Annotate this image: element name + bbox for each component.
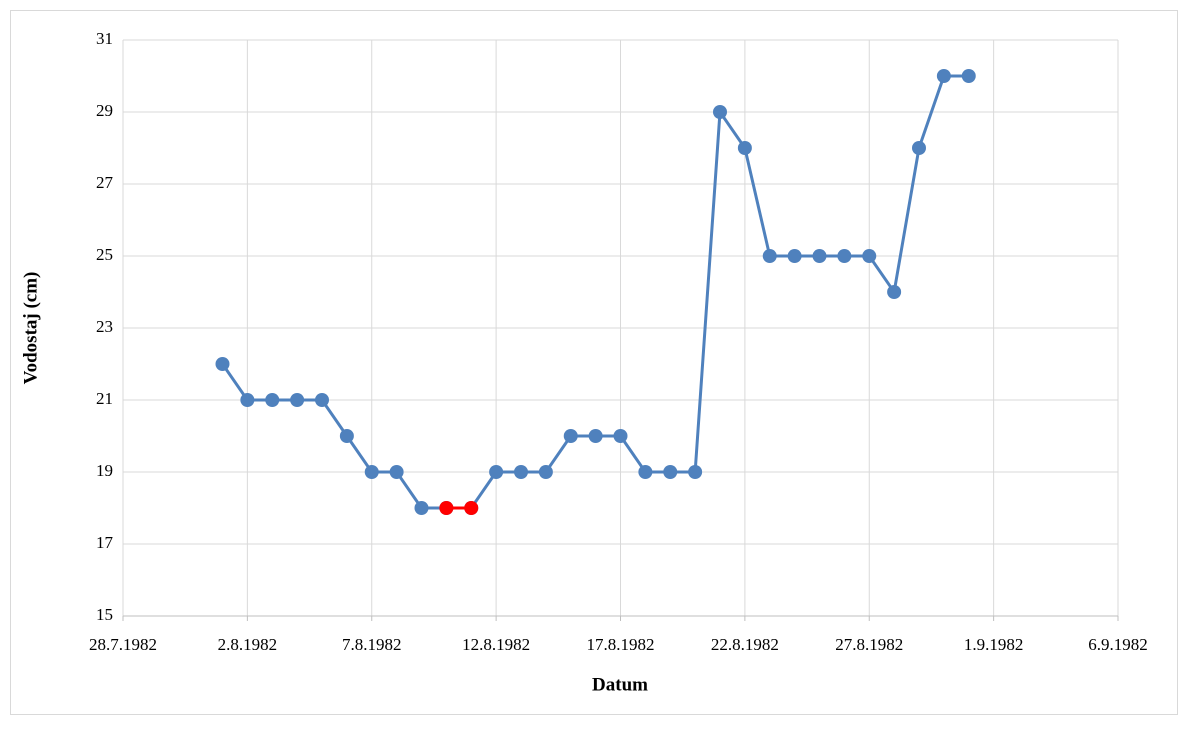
y-tick-label: 21 — [96, 389, 113, 408]
data-point — [414, 501, 429, 515]
data-point — [912, 141, 926, 155]
data-point — [737, 141, 752, 155]
data-point — [762, 249, 777, 263]
x-tick-label: 17.8.1982 — [587, 635, 655, 654]
data-point — [663, 465, 678, 479]
data-point — [240, 393, 255, 407]
data-point — [713, 105, 727, 119]
data-point — [514, 465, 528, 479]
y-tick-label: 31 — [96, 29, 113, 48]
data-point — [389, 465, 404, 479]
x-tick-label: 2.8.1982 — [218, 635, 278, 654]
x-tick-label: 6.9.1982 — [1088, 635, 1148, 654]
data-point — [936, 69, 951, 83]
data-point — [812, 249, 827, 263]
data-point — [862, 249, 877, 263]
x-tick-label: 1.9.1982 — [964, 635, 1024, 654]
data-point — [315, 393, 329, 407]
data-point — [464, 501, 479, 515]
y-tick-label: 19 — [96, 461, 113, 480]
data-point — [339, 429, 354, 443]
x-tick-label: 7.8.1982 — [342, 635, 402, 654]
x-tick-label: 22.8.1982 — [711, 635, 779, 654]
x-axis-title: Datum — [592, 674, 648, 695]
x-tick-label: 12.8.1982 — [462, 635, 530, 654]
data-point — [290, 393, 305, 407]
data-point — [364, 465, 379, 479]
x-tick-label: 27.8.1982 — [835, 635, 903, 654]
data-point — [489, 465, 504, 479]
data-point — [688, 465, 703, 479]
data-point — [613, 429, 628, 443]
data-point — [588, 429, 603, 443]
y-tick-label: 25 — [96, 245, 113, 264]
data-point — [538, 465, 553, 479]
y-tick-label: 23 — [96, 317, 113, 336]
data-point — [215, 357, 230, 371]
data-point — [787, 249, 802, 263]
data-point — [265, 393, 280, 407]
chart-frame — [10, 10, 1178, 715]
y-tick-label: 15 — [96, 605, 113, 624]
data-point — [563, 429, 578, 443]
data-point — [439, 501, 454, 515]
y-tick-label: 17 — [96, 533, 114, 552]
y-tick-label: 27 — [96, 173, 114, 192]
data-point — [638, 465, 653, 479]
data-point — [837, 249, 852, 263]
x-tick-label: 28.7.1982 — [89, 635, 157, 654]
y-axis-title: Vodostaj (cm) — [20, 272, 41, 385]
data-point — [887, 285, 902, 299]
data-point — [961, 69, 976, 83]
y-tick-label: 29 — [96, 101, 113, 120]
